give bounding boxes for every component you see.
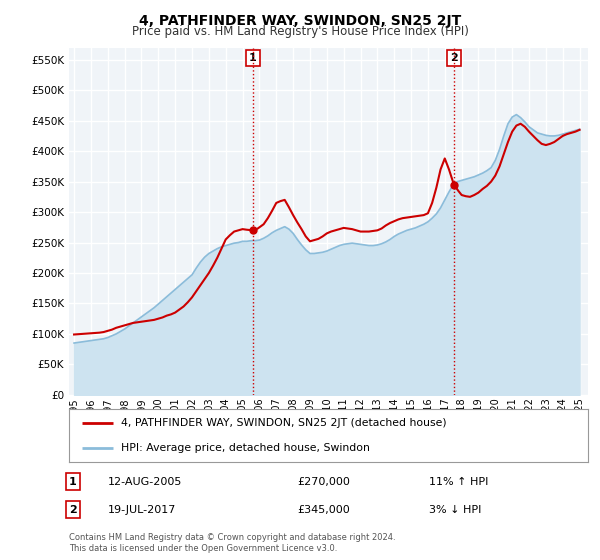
Text: 2: 2 (69, 505, 77, 515)
Text: HPI: Average price, detached house, Swindon: HPI: Average price, detached house, Swin… (121, 442, 370, 452)
Text: 12-AUG-2005: 12-AUG-2005 (108, 477, 182, 487)
Text: Price paid vs. HM Land Registry's House Price Index (HPI): Price paid vs. HM Land Registry's House … (131, 25, 469, 38)
Text: 4, PATHFINDER WAY, SWINDON, SN25 2JT: 4, PATHFINDER WAY, SWINDON, SN25 2JT (139, 14, 461, 28)
Text: 11% ↑ HPI: 11% ↑ HPI (429, 477, 488, 487)
Text: Contains HM Land Registry data © Crown copyright and database right 2024.
This d: Contains HM Land Registry data © Crown c… (69, 533, 395, 553)
Text: £270,000: £270,000 (297, 477, 350, 487)
Text: £345,000: £345,000 (297, 505, 350, 515)
Text: 19-JUL-2017: 19-JUL-2017 (108, 505, 176, 515)
Text: 4, PATHFINDER WAY, SWINDON, SN25 2JT (detached house): 4, PATHFINDER WAY, SWINDON, SN25 2JT (de… (121, 418, 446, 428)
Text: 2: 2 (450, 53, 458, 63)
Text: 1: 1 (249, 53, 257, 63)
Text: 1: 1 (69, 477, 77, 487)
Text: 3% ↓ HPI: 3% ↓ HPI (429, 505, 481, 515)
